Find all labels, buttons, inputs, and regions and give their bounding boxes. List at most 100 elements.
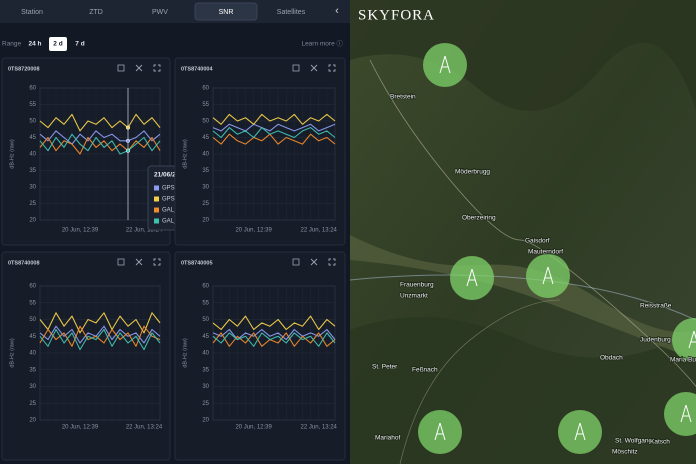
place-label: St. Peter [372, 364, 398, 371]
y-tick-label: 60 [29, 284, 36, 290]
place-label: Reisstraße [640, 303, 672, 310]
x-tick-label: 20 Jun, 12:39 [235, 228, 272, 234]
series-line [212, 113, 336, 125]
expand-icon[interactable] [328, 64, 336, 72]
close-icon[interactable] [135, 258, 143, 266]
x-tick-label: 22 Jun, 13:24 [126, 425, 163, 431]
tab[interactable]: Satellites [277, 9, 306, 16]
tooltip-series: GAL_L1 [162, 208, 185, 214]
series-line [212, 315, 336, 331]
expand-icon[interactable] [153, 258, 161, 266]
tab-bar [0, 0, 350, 23]
y-tick-label: 40 [202, 152, 209, 158]
y-tick-label: 30 [29, 185, 36, 191]
y-tick-label: 35 [29, 168, 36, 174]
station-marker[interactable] [450, 256, 494, 300]
tabs: Station ZTD PWV SNR Satellites ‹ [21, 2, 339, 21]
y-tick-label: 30 [29, 384, 36, 390]
series-line [212, 123, 336, 132]
station-marker[interactable] [423, 43, 467, 87]
station-icon [466, 268, 478, 287]
place-label: Oberzeiring [462, 215, 496, 222]
copy-icon[interactable] [117, 64, 125, 72]
y-axis-label: dB-Hz (raw) [9, 338, 15, 368]
x-tick-label: 20 Jun, 12:39 [235, 425, 272, 431]
close-icon[interactable] [310, 64, 318, 72]
tab-active-bg [194, 2, 258, 21]
tooltip-swatch [154, 218, 159, 224]
station-marker[interactable] [558, 410, 602, 454]
place-label: Mauterndorf [528, 249, 563, 256]
close-icon[interactable] [310, 258, 318, 266]
x-tick-label: 22 Jun, 13:24 [301, 228, 338, 234]
learn-more[interactable]: Learn more ⓘ [301, 40, 343, 48]
y-axis-label: dB-Hz (raw) [182, 338, 188, 368]
y-tick-label: 60 [202, 284, 209, 290]
series-line [212, 133, 336, 145]
y-tick-label: 20 [202, 218, 209, 224]
card-background [1, 57, 171, 246]
expand-icon[interactable] [153, 64, 161, 72]
y-tick-label: 50 [29, 317, 36, 323]
chart-card: 0TS8740004 20 25 30 35 40 45 50 55 60 20 Jun, 12:3… [174, 57, 346, 246]
tab[interactable]: Station [21, 9, 43, 16]
range-option[interactable]: 2 d [53, 41, 62, 48]
series-line [212, 328, 336, 341]
x-tick-label: 20 Jun, 12:39 [62, 425, 99, 431]
place-label: Feßnach [412, 367, 438, 374]
collapse-button[interactable]: ‹ [335, 5, 339, 17]
place-label: Unzmarkt [400, 293, 428, 300]
station-marker[interactable] [664, 392, 696, 436]
y-tick-label: 25 [29, 201, 36, 207]
map[interactable]: SKYFORA Bretstein Möderbrugg Oberzeiring Ga… [349, 0, 696, 464]
tooltip-swatch [154, 207, 159, 213]
valley [350, 235, 696, 360]
y-tick-label: 25 [29, 401, 36, 407]
station-icon [680, 404, 692, 423]
x-tick-label: 22 Jun, 13:24 [301, 425, 338, 431]
y-tick-label: 30 [202, 185, 209, 191]
close-icon[interactable] [135, 64, 143, 72]
card-title: 0TS8740005 [181, 260, 213, 266]
station-icon [542, 266, 554, 285]
station-marker[interactable] [418, 410, 462, 454]
station-marker[interactable] [526, 254, 570, 298]
y-tick-label: 20 [29, 418, 36, 424]
x-tick-label: 22 Jun, 13:24 [126, 228, 163, 234]
y-tick-label: 55 [29, 300, 36, 306]
tab[interactable]: PWV [152, 9, 168, 16]
tooltip-swatch [154, 196, 159, 202]
copy-icon[interactable] [117, 258, 125, 266]
tab[interactable]: SNR [219, 9, 234, 16]
series-line [212, 332, 336, 347]
card-title: 0TS8740004 [181, 66, 213, 72]
place-label: Judenburg [640, 337, 671, 344]
y-tick-label: 45 [202, 334, 209, 340]
cursor-point [125, 148, 131, 153]
tab[interactable]: ZTD [89, 9, 103, 16]
y-axis-label: dB-Hz (raw) [9, 139, 15, 169]
y-tick-label: 55 [202, 300, 209, 306]
range-option[interactable]: 7 d [75, 41, 84, 48]
card-background [174, 57, 346, 246]
tooltip-swatch [154, 185, 159, 191]
y-tick-label: 45 [29, 135, 36, 141]
station-icon [688, 330, 696, 349]
tooltip-series: GAL_L5 [162, 219, 185, 225]
card-title: 0TS8720008 [8, 66, 40, 72]
copy-icon[interactable] [292, 258, 300, 266]
place-label: Gaisdorf [525, 238, 550, 245]
expand-icon[interactable] [328, 258, 336, 266]
terrain [350, 0, 696, 111]
station-marker[interactable] [672, 318, 696, 362]
range-option[interactable]: 24 h [28, 41, 41, 48]
y-tick-label: 20 [29, 218, 36, 224]
y-tick-label: 50 [202, 119, 209, 125]
station-markers[interactable] [418, 43, 696, 454]
cursor-point [125, 138, 131, 143]
y-tick-label: 55 [29, 102, 36, 108]
range-label: Range [2, 41, 22, 48]
copy-icon[interactable] [292, 64, 300, 72]
chart-cards: 0TS8720008 20 25 30 35 40 45 50 55 60 20 Jun, 12:3… [1, 57, 346, 461]
series-line [212, 332, 336, 347]
